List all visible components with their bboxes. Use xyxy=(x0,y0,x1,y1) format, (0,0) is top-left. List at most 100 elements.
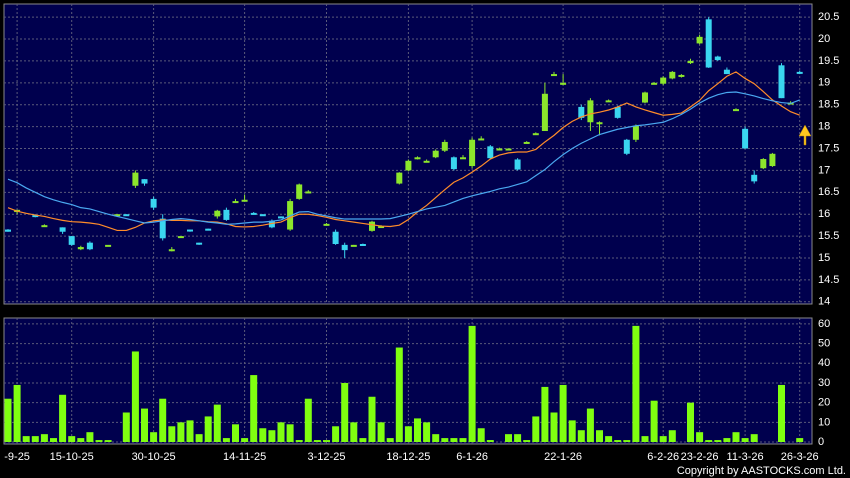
candle-body xyxy=(432,150,439,158)
candle-body xyxy=(259,214,266,217)
candle-body xyxy=(487,146,494,159)
candle-body xyxy=(751,174,758,182)
candle-body xyxy=(378,226,385,229)
candle-body xyxy=(241,199,248,202)
candle-body xyxy=(278,216,284,219)
volume-bar xyxy=(632,325,640,443)
candle-body xyxy=(396,172,403,184)
volume-bar xyxy=(550,412,558,443)
volume-bar xyxy=(414,418,421,443)
x-tick-label: 26-3-26 xyxy=(781,451,819,463)
volume-bar xyxy=(368,396,376,443)
candle-body xyxy=(469,139,476,167)
y-tick-label: 19 xyxy=(818,77,830,89)
volume-bar xyxy=(668,430,676,443)
volume-bar xyxy=(723,438,731,443)
candle-body xyxy=(632,125,639,140)
volume-bar xyxy=(350,422,358,443)
volume-bar xyxy=(486,440,494,443)
volume-bar xyxy=(596,430,603,443)
volume-bar xyxy=(505,434,512,443)
candle-body xyxy=(541,93,548,132)
volume-bar xyxy=(423,422,431,443)
y-tick-label: 16 xyxy=(818,208,830,220)
candle-body xyxy=(614,106,621,118)
volume-bar xyxy=(177,422,185,443)
y-tick-label: 17 xyxy=(818,164,830,176)
y-tick-label: 18 xyxy=(818,121,830,133)
y-tick-label: 60 xyxy=(818,318,830,330)
candle-body xyxy=(669,71,676,79)
y-tick-label: 0 xyxy=(818,436,824,448)
x-tick-label: 6-2-26 xyxy=(647,451,679,463)
volume-bar xyxy=(150,432,158,443)
candle-body xyxy=(405,160,412,171)
y-tick-label: 30 xyxy=(818,377,830,389)
volume-bar xyxy=(95,440,103,443)
candle-body xyxy=(505,148,512,151)
arrow-icon xyxy=(798,124,812,146)
volume-bar xyxy=(104,440,112,443)
candle-body xyxy=(596,122,603,125)
candle-body xyxy=(341,244,348,251)
volume-bar xyxy=(605,436,613,443)
volume-bar xyxy=(4,398,12,443)
candle-body xyxy=(687,60,694,64)
volume-bar xyxy=(532,416,540,443)
candle-body xyxy=(441,141,448,151)
volume-bar xyxy=(514,434,522,443)
x-tick-label: -9-25 xyxy=(4,451,30,463)
x-tick-label: 14-11-25 xyxy=(223,451,266,463)
volume-bar xyxy=(323,440,330,443)
volume-bar xyxy=(50,438,57,443)
x-tick-label: 11-3-26 xyxy=(727,451,764,463)
volume-bar xyxy=(86,432,94,443)
candle-body xyxy=(132,172,139,186)
candle-body xyxy=(760,159,767,169)
volume-bar xyxy=(687,402,694,443)
volume-bar xyxy=(241,438,249,443)
candle-body xyxy=(733,109,739,112)
volume-bar xyxy=(250,375,258,443)
volume-bar xyxy=(477,428,485,443)
candle-body xyxy=(460,157,466,160)
volume-bar xyxy=(304,398,312,443)
volume-bar xyxy=(732,432,740,443)
x-tick-label: 18-12-25 xyxy=(386,451,430,463)
candle-body xyxy=(5,229,11,232)
y-tick-label: 50 xyxy=(818,338,830,350)
x-tick-label: 15-10-25 xyxy=(50,451,94,463)
y-tick-label: 15.5 xyxy=(818,230,839,242)
candle-body xyxy=(359,244,366,246)
candle-body xyxy=(369,221,375,231)
moving-average xyxy=(7,91,800,225)
y-tick-label: 16.5 xyxy=(818,186,839,198)
candle-body xyxy=(68,236,75,245)
volume-bar xyxy=(432,434,440,443)
candle-body xyxy=(59,227,66,232)
volume-bar xyxy=(650,400,658,443)
volume-bar xyxy=(141,408,148,443)
volume-bar xyxy=(714,440,722,443)
volume-bar xyxy=(523,440,531,443)
y-tick-label: 10 xyxy=(818,416,830,428)
volume-bar xyxy=(332,426,340,443)
candle-body xyxy=(196,242,203,245)
candle-body xyxy=(350,244,357,247)
candle-body xyxy=(678,74,685,77)
candle-body xyxy=(214,210,221,217)
candle-body xyxy=(187,229,193,232)
y-tick-label: 40 xyxy=(818,357,830,369)
volume-bar xyxy=(268,430,276,443)
candle-body xyxy=(177,236,184,239)
candle-body xyxy=(796,71,803,74)
volume-bar xyxy=(459,438,467,443)
y-tick-label: 14 xyxy=(818,296,830,308)
x-tick-label: 3-12-25 xyxy=(308,451,346,463)
candle-body xyxy=(578,106,585,118)
volume-bar xyxy=(395,347,403,443)
candle-body xyxy=(141,179,148,184)
candle-body xyxy=(123,214,130,217)
candle-body xyxy=(223,209,230,220)
candle-body xyxy=(168,249,175,252)
